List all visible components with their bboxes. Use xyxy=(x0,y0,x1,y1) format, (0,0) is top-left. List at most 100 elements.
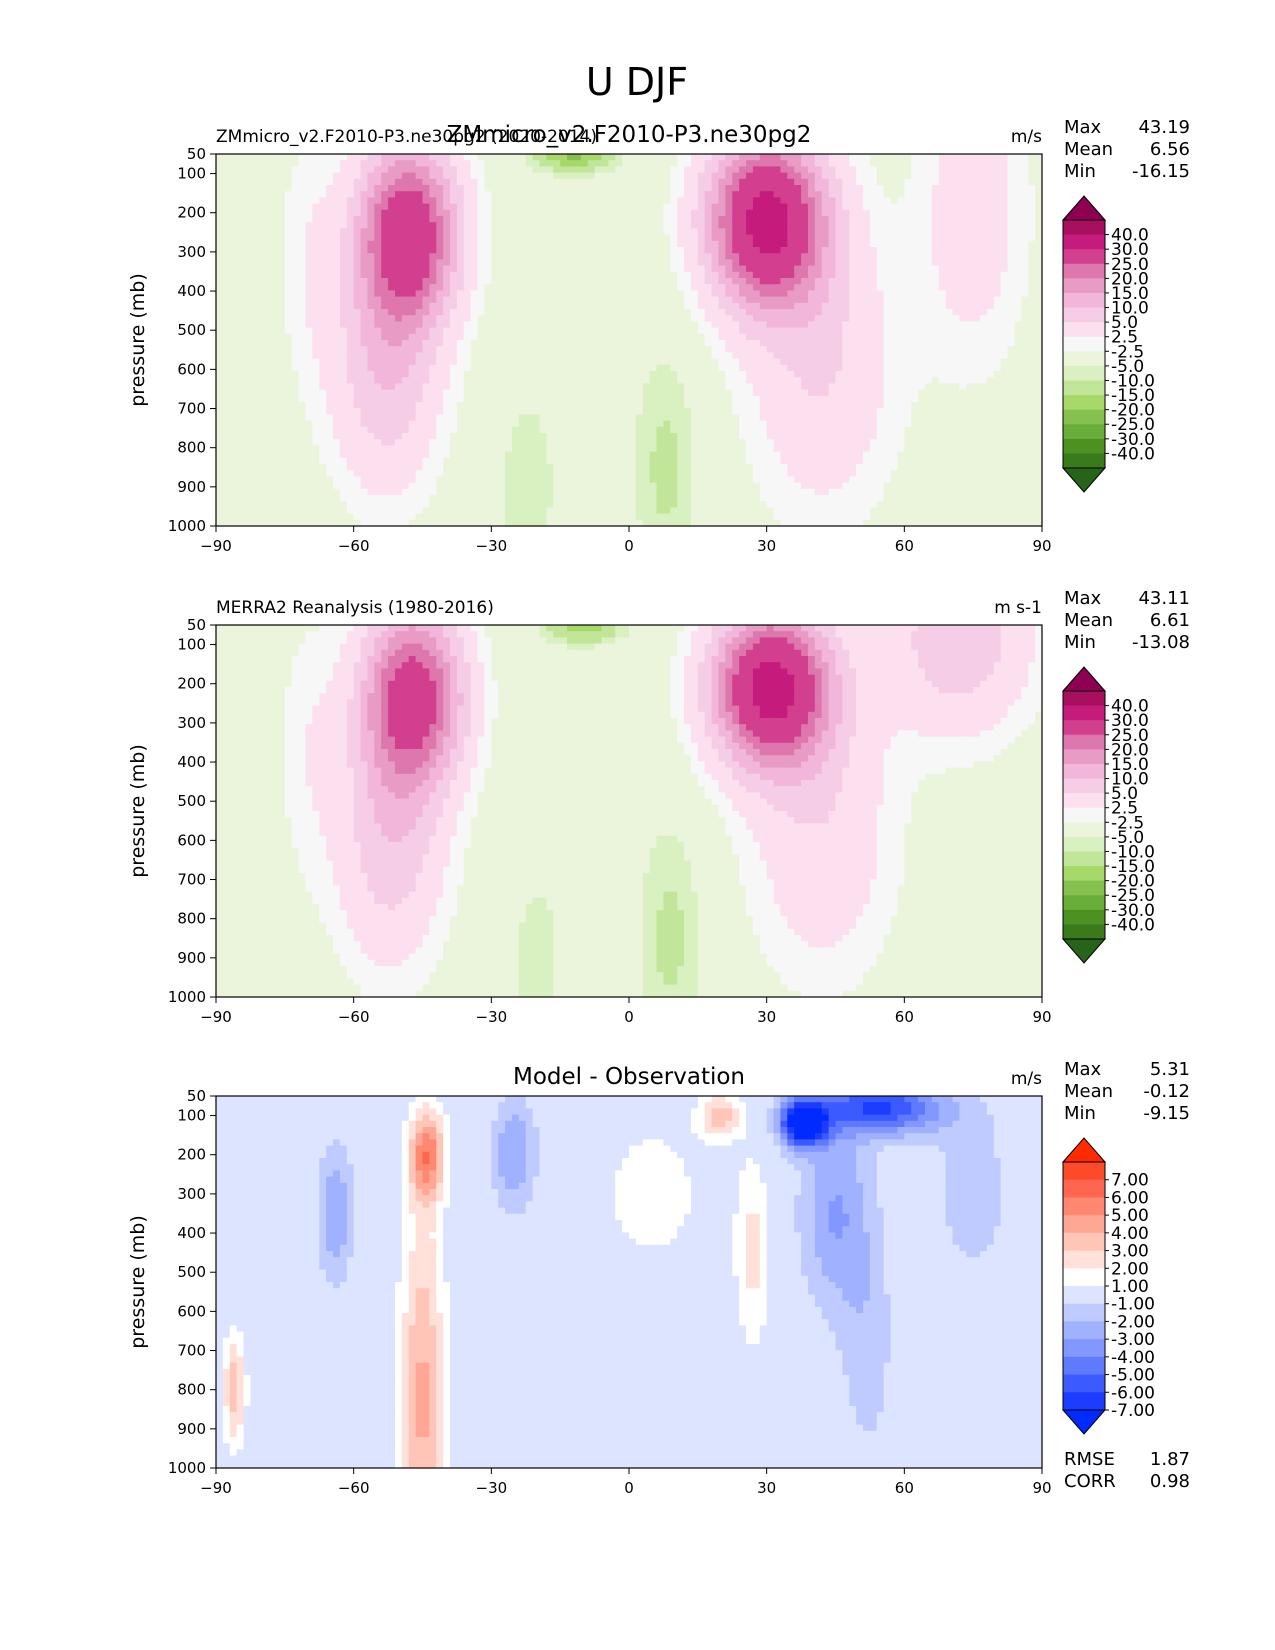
contour-cell xyxy=(643,253,650,260)
contour-cell xyxy=(560,228,567,235)
contour-cell xyxy=(684,253,691,260)
contour-cell xyxy=(732,396,739,403)
contour-cell xyxy=(533,179,540,186)
contour-cell xyxy=(663,421,670,428)
contour-cell xyxy=(574,272,581,279)
contour-cell xyxy=(670,452,677,459)
contour-cell xyxy=(574,427,581,434)
contour-cell xyxy=(533,160,540,167)
contour-cell xyxy=(471,445,478,452)
contour-cell xyxy=(498,210,505,217)
contour-cell xyxy=(450,408,457,415)
contour-cell xyxy=(409,352,416,359)
contour-cell xyxy=(491,377,498,384)
contour-cell xyxy=(581,427,588,434)
contour-cell xyxy=(746,507,753,514)
contour-cell xyxy=(450,402,457,409)
contour-cell xyxy=(361,476,368,483)
contour-cell xyxy=(650,222,657,229)
contour-cell xyxy=(319,346,326,353)
contour-cell xyxy=(636,340,643,347)
contour-cell xyxy=(705,315,712,322)
contour-cell xyxy=(361,452,368,459)
contour-cell xyxy=(732,476,739,483)
contour-cell xyxy=(691,390,698,397)
contour-cell xyxy=(429,278,436,285)
contour-cell xyxy=(615,179,622,186)
contour-cell xyxy=(540,445,547,452)
contour-cell xyxy=(230,371,237,378)
contour-cell xyxy=(416,334,423,341)
contour-cell xyxy=(381,328,388,335)
contour-cell xyxy=(732,154,739,161)
contour-cell xyxy=(409,371,416,378)
contour-cell xyxy=(774,272,781,279)
contour-cell xyxy=(670,371,677,378)
contour-cell xyxy=(615,197,622,204)
contour-cell xyxy=(760,514,767,521)
contour-cell xyxy=(691,290,698,297)
contour-cell xyxy=(319,476,326,483)
contour-cell xyxy=(340,507,347,514)
contour-cell xyxy=(601,439,608,446)
contour-cell xyxy=(601,377,608,384)
contour-cell xyxy=(319,421,326,428)
contour-cell xyxy=(546,445,553,452)
contour-cell xyxy=(629,228,636,235)
contour-cell xyxy=(732,204,739,211)
contour-cell xyxy=(615,390,622,397)
contour-cell xyxy=(471,489,478,496)
contour-cell xyxy=(601,334,608,341)
contour-cell xyxy=(361,433,368,440)
contour-cell xyxy=(292,458,299,465)
contour-cell xyxy=(601,235,608,242)
contour-cell xyxy=(498,185,505,192)
contour-cell xyxy=(484,408,491,415)
contour-cell xyxy=(691,253,698,260)
contour-cell xyxy=(760,458,767,465)
contour-cell xyxy=(725,390,732,397)
contour-cell xyxy=(388,278,395,285)
contour-cell xyxy=(739,346,746,353)
contour-cell xyxy=(505,359,512,366)
contour-cell xyxy=(581,408,588,415)
contour-cell xyxy=(725,507,732,514)
contour-cell xyxy=(381,452,388,459)
contour-cell xyxy=(574,154,581,161)
contour-cell xyxy=(436,359,443,366)
contour-cell xyxy=(608,222,615,229)
contour-cell xyxy=(471,464,478,471)
contour-cell xyxy=(643,340,650,347)
contour-cell xyxy=(478,464,485,471)
contour-cell xyxy=(608,278,615,285)
contour-cell xyxy=(718,290,725,297)
contour-cell xyxy=(780,458,787,465)
contour-cell xyxy=(491,297,498,304)
contour-cell xyxy=(712,179,719,186)
contour-cell xyxy=(223,439,230,446)
contour-cell xyxy=(347,352,354,359)
contour-cell xyxy=(622,495,629,502)
contour-cell xyxy=(299,197,306,204)
contour-cell xyxy=(381,396,388,403)
contour-cell xyxy=(650,439,657,446)
contour-cell xyxy=(278,501,285,508)
contour-cell xyxy=(340,489,347,496)
contour-cell xyxy=(484,235,491,242)
contour-cell xyxy=(780,346,787,353)
contour-cell xyxy=(326,489,333,496)
contour-cell xyxy=(436,352,443,359)
contour-cell xyxy=(670,160,677,167)
contour-cell xyxy=(622,408,629,415)
contour-cell xyxy=(478,185,485,192)
contour-cell xyxy=(546,160,553,167)
contour-cell xyxy=(292,259,299,266)
contour-cell xyxy=(326,334,333,341)
contour-cell xyxy=(450,470,457,477)
contour-cell xyxy=(388,452,395,459)
contour-cell xyxy=(354,179,361,186)
contour-cell xyxy=(753,321,760,328)
contour-cell xyxy=(464,470,471,477)
contour-cell xyxy=(450,235,457,242)
contour-cell xyxy=(402,390,409,397)
